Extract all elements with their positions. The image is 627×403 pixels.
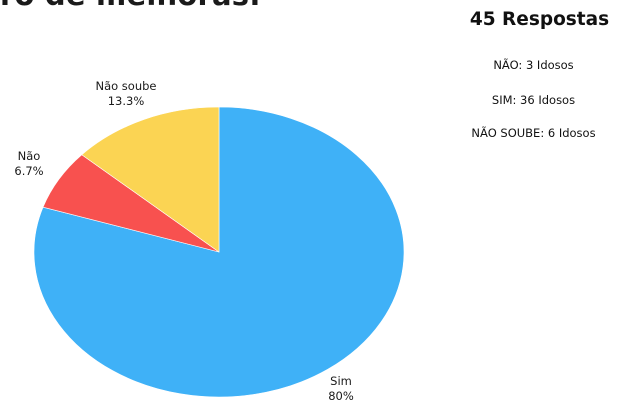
page-title: ro de melhoras: [0, 0, 261, 12]
summary-line-sim: SIM: 36 Idosos [491, 93, 576, 107]
pie-slice-nao-soube [81, 106, 220, 253]
pie-slices [33, 106, 405, 398]
slice-value-label: 80% [328, 389, 354, 403]
slice-label: Sim [330, 374, 352, 388]
slice-label: Não soube [95, 79, 156, 93]
slice-value-label: 13.3% [108, 94, 145, 108]
summary-line-nao-soube: NÃO SOUBE: 6 Idosos [471, 126, 596, 140]
pie-slice-sim [33, 106, 405, 398]
slice-label: Não [18, 149, 41, 163]
responses-total: 45 Respostas [469, 9, 610, 30]
slice-value-label: 6.7% [14, 164, 43, 178]
summary-line-nao: NÃO: 3 Idosos [493, 58, 574, 72]
responses-summary: 45 Respostas NÃO: 3 Idosos SIM: 36 Idoso… [440, 8, 627, 140]
